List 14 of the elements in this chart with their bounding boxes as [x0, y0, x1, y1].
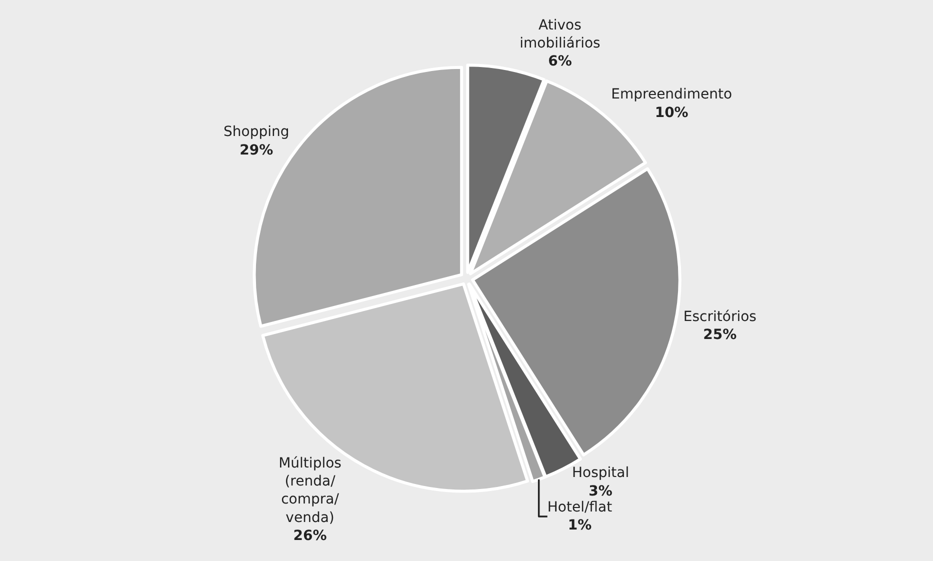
data-label: 29% — [240, 142, 274, 158]
slice-label: Hotel/flat — [547, 499, 613, 516]
data-label: 6% — [548, 54, 572, 70]
data-label: 3% — [588, 483, 612, 500]
data-label: 25% — [703, 326, 737, 343]
data-label: 1% — [568, 518, 592, 534]
slice-label: Shopping — [224, 124, 290, 140]
slice-label: Empreendimento — [611, 86, 732, 103]
data-label: 10% — [654, 104, 688, 121]
slice-label: Escritórios — [683, 308, 756, 325]
data-label: 26% — [293, 528, 327, 544]
slice-label: Hospital — [572, 465, 630, 482]
slice-label: Múltiplos (renda/ compra/ venda) — [278, 455, 342, 526]
slice-label: Ativos imobiliários — [520, 17, 600, 52]
